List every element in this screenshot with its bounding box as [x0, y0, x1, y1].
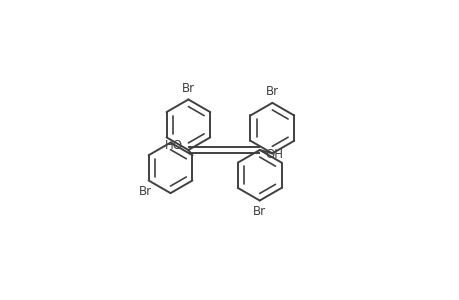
Text: Br: Br — [252, 205, 266, 218]
Text: Br: Br — [181, 82, 195, 95]
Text: Br: Br — [139, 185, 152, 198]
Text: Br: Br — [265, 85, 278, 98]
Text: OH: OH — [265, 148, 283, 161]
Text: HO: HO — [164, 139, 182, 152]
